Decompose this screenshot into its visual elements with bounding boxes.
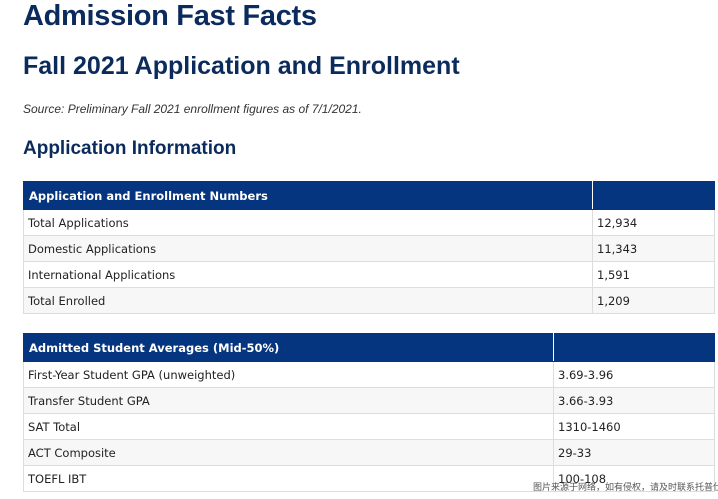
page-title: Admission Fast Facts [23, 0, 317, 32]
section-title: Application Information [23, 138, 237, 159]
row-label: Domestic Applications [23, 235, 593, 262]
table-row: International Applications 1,591 [23, 261, 715, 288]
row-label: International Applications [23, 261, 593, 288]
row-label: Total Applications [23, 209, 593, 236]
row-value: 3.69-3.96 [553, 361, 715, 388]
row-value: 29-33 [553, 439, 715, 466]
table-row: Domestic Applications 11,343 [23, 235, 715, 262]
row-label: Transfer Student GPA [23, 387, 554, 414]
table-row: First-Year Student GPA (unweighted) 3.69-… [23, 361, 715, 388]
source-note: Source: Preliminary Fall 2021 enrollment… [23, 102, 362, 116]
table-row: TOEFL IBT 100-108 [23, 465, 715, 492]
row-value: 3.66-3.93 [553, 387, 715, 414]
row-value: 1,209 [592, 287, 715, 314]
header-cell: Application and Enrollment Numbers [23, 181, 593, 210]
row-label: First-Year Student GPA (unweighted) [23, 361, 554, 388]
data-table: Application and Enrollment Numbers Total … [23, 181, 715, 314]
header-row: Admitted Student Averages (Mid-50%) [23, 333, 715, 362]
watermark: 图片来源于网络，如有侵权，请及时联系托普仕留学删除 [532, 482, 718, 492]
table-row: Total Enrolled 1,209 [23, 287, 715, 314]
page-subtitle: Fall 2021 Application and Enrollment [23, 52, 460, 80]
table-row: SAT Total 1310-1460 [23, 413, 715, 440]
row-label: ACT Composite [23, 439, 554, 466]
row-label: Total Enrolled [23, 287, 593, 314]
header-cell [592, 181, 715, 210]
row-value: 11,343 [592, 235, 715, 262]
data-table: Admitted Student Averages (Mid-50%) First… [23, 333, 715, 492]
row-value: 1,591 [592, 261, 715, 288]
header-cell [553, 333, 715, 362]
header-cell: Admitted Student Averages (Mid-50%) [23, 333, 554, 362]
table-row: Transfer Student GPA 3.66-3.93 [23, 387, 715, 414]
row-value: 1310-1460 [553, 413, 715, 440]
header-row: Application and Enrollment Numbers [23, 181, 715, 210]
row-value: 100-108 [553, 465, 715, 492]
row-value: 12,934 [592, 209, 715, 236]
row-label: TOEFL IBT [23, 465, 554, 492]
table-row: ACT Composite 29-33 [23, 439, 715, 466]
row-label: SAT Total [23, 413, 554, 440]
table-row: Total Applications 12,934 [23, 209, 715, 236]
